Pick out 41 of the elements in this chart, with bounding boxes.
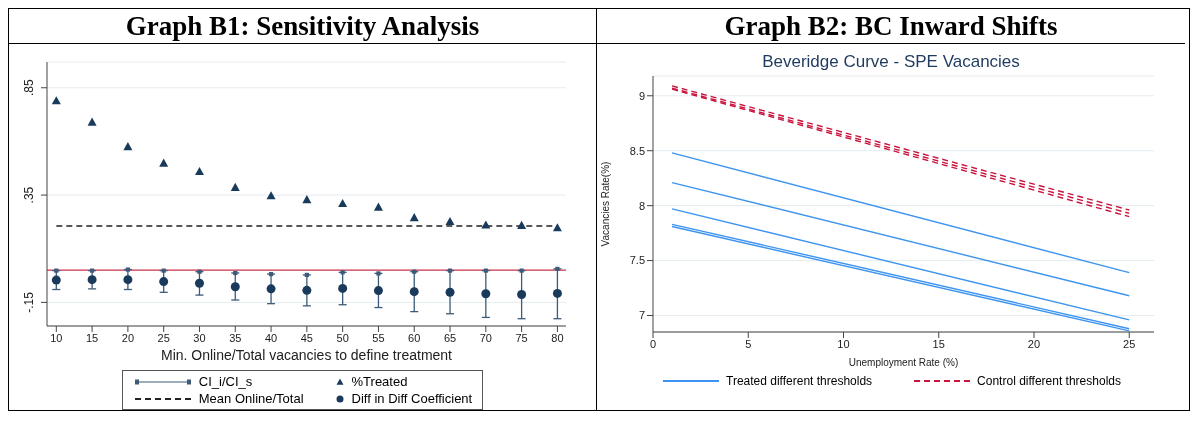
y-tick-label: 8 bbox=[638, 199, 645, 212]
x-tick-label: 15 bbox=[932, 337, 945, 350]
y-axis-title: Vacancies Rate(%) bbox=[599, 161, 611, 247]
x-tick-label: 20 bbox=[121, 331, 135, 344]
x-tick-label: 0 bbox=[649, 337, 657, 350]
x-tick-label: 60 bbox=[408, 331, 421, 344]
x-tick-label: 40 bbox=[264, 331, 278, 344]
y-tick-label: .35 bbox=[22, 186, 36, 204]
x-tick-label: 35 bbox=[229, 331, 242, 344]
legend-label: CI_i/CI_s bbox=[198, 374, 253, 389]
chart-title: Graph B2: BC Inward Shifts bbox=[597, 9, 1185, 44]
chart-title: Graph B1: Sensitivity Analysis bbox=[9, 9, 596, 44]
x-tick-label: 45 bbox=[300, 331, 313, 344]
x-tick-label: 15 bbox=[85, 331, 99, 344]
x-tick-label: 70 bbox=[479, 331, 492, 344]
legend-label: %Treated bbox=[351, 374, 408, 389]
x-tick-label: 25 bbox=[1123, 337, 1136, 350]
x-tick-label: 75 bbox=[515, 331, 528, 344]
x-tick-label: 20 bbox=[1027, 337, 1041, 350]
x-tick-label: 65 bbox=[443, 331, 457, 344]
x-axis-title: Unemployment Rate (%) bbox=[848, 357, 959, 368]
x-tick-label: 25 bbox=[157, 331, 170, 344]
y-tick-label: 8.5 bbox=[629, 144, 645, 157]
legend-label: Treated different thresholds bbox=[726, 374, 873, 388]
x-tick-label: 30 bbox=[193, 331, 206, 344]
x-tick-label: 10 bbox=[50, 331, 63, 344]
chart-subtitle: Beveridge Curve - SPE Vacancies bbox=[761, 52, 1021, 72]
x-tick-label: 80 bbox=[551, 331, 564, 344]
x-tick-label: 55 bbox=[372, 331, 385, 344]
x-tick-label: 50 bbox=[336, 331, 349, 344]
y-tick-label: -.15 bbox=[22, 291, 36, 313]
x-tick-label: 5 bbox=[745, 337, 752, 350]
y-tick-label: .85 bbox=[22, 79, 36, 97]
legend-label: Control different thresholds bbox=[977, 374, 1121, 388]
legend-label: Mean Online/Total bbox=[198, 391, 304, 406]
y-tick-label: 7.5 bbox=[629, 254, 645, 267]
x-tick-label: 10 bbox=[837, 337, 850, 350]
y-tick-label: 9 bbox=[638, 89, 645, 102]
legend-label: Diff in Diff Coefficient bbox=[351, 391, 473, 406]
y-tick-label: 7 bbox=[638, 309, 645, 322]
x-axis-title: Min. Online/Total vacancies to define treatment bbox=[160, 347, 453, 363]
